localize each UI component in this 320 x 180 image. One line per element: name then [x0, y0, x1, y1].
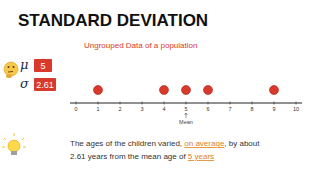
x-tick: [120, 102, 121, 105]
title: STANDARD DEVIATION: [18, 11, 208, 30]
x-tick: [296, 102, 297, 105]
x-tick-label: 5: [184, 106, 187, 112]
x-tick-label: 8: [250, 106, 253, 112]
x-tick: [252, 102, 253, 105]
mu-symbol: μ: [20, 57, 28, 72]
mouth: [8, 71, 13, 73]
x-tick-label: 9: [272, 106, 275, 112]
lightbulb-icon: [2, 133, 26, 155]
mean-pointer: [186, 113, 187, 118]
x-tick-label: 7: [228, 106, 231, 112]
mu-box: [34, 59, 52, 72]
hand: [6, 74, 12, 78]
subtitle: Ungrouped Data of a population: [84, 41, 197, 50]
eye: [13, 66, 15, 68]
mean-label: Mean: [179, 119, 193, 125]
bulb: [8, 140, 20, 152]
x-tick: [98, 102, 99, 105]
note-text: , by about: [224, 139, 260, 148]
x-tick: [164, 102, 165, 105]
thinking-icon: [4, 62, 18, 78]
bulb-ray: [14, 133, 15, 136]
mu-value: 5: [40, 61, 45, 71]
dot: [182, 86, 191, 95]
x-tick-label: 2: [118, 106, 121, 112]
bulb-ray: [23, 147, 26, 148]
eye: [8, 66, 10, 68]
sigma-value: 2.61: [36, 80, 54, 90]
dot: [160, 86, 169, 95]
sigma-symbol: σ: [20, 76, 30, 91]
number-line: [70, 103, 302, 104]
x-tick: [142, 102, 143, 105]
note-text: The ages of the children varied,: [70, 139, 184, 148]
bulb-ray: [22, 138, 24, 140]
sigma-box: [34, 78, 56, 91]
note-highlight: 5 years: [188, 152, 214, 161]
note-highlight: on average: [184, 139, 225, 148]
x-tick: [274, 102, 275, 105]
x-tick: [186, 102, 187, 105]
x-tick-label: 10: [293, 106, 299, 112]
dot: [94, 86, 103, 95]
x-tick: [208, 102, 209, 105]
x-tick-label: 4: [162, 106, 165, 112]
note-line: The ages of the children varied, on aver…: [70, 139, 260, 148]
bulb-ray: [4, 138, 6, 140]
x-tick: [76, 102, 77, 105]
bulb-ray: [2, 147, 5, 148]
note-text: 2.61 years from the mean age of: [70, 152, 188, 161]
x-tick-label: 3: [140, 106, 143, 112]
x-tick-label: 0: [74, 106, 77, 112]
chart: STANDARD DEVIATION Ungrouped Data of a po…: [0, 0, 320, 180]
dot: [270, 86, 279, 95]
x-tick-label: 1: [96, 106, 99, 112]
x-tick-label: 6: [206, 106, 209, 112]
mean-arrowhead: [185, 113, 188, 115]
face: [4, 62, 18, 76]
x-tick: [230, 102, 231, 105]
background: [0, 0, 320, 180]
note-line: 2.61 years from the mean age of 5 years: [70, 152, 214, 161]
dot: [204, 86, 213, 95]
bulb-base: [11, 151, 17, 155]
